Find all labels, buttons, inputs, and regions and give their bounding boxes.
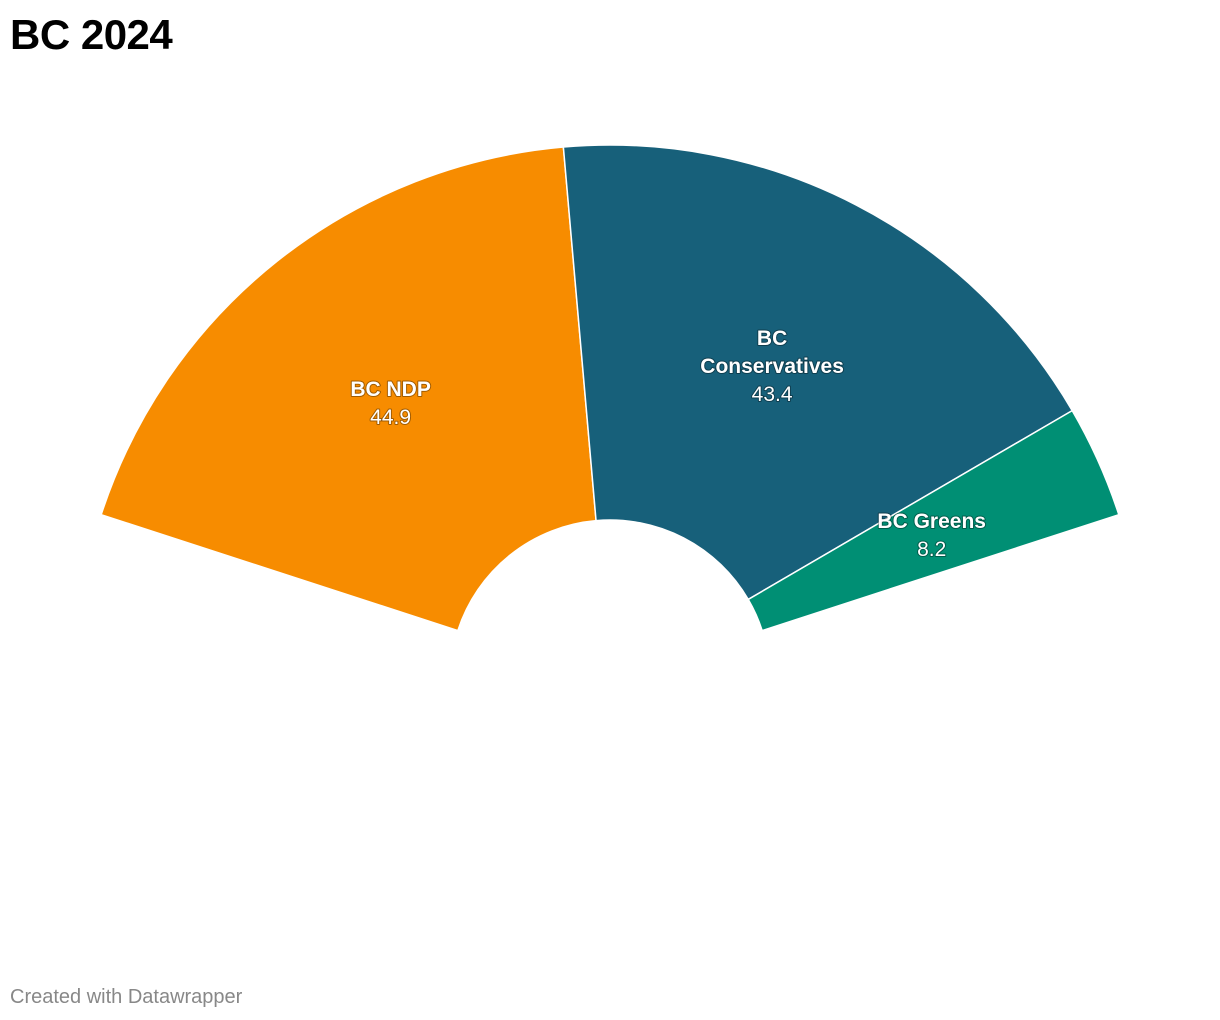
- chart-title: BC 2024: [10, 11, 173, 58]
- slice-1-value-label: 43.4: [752, 383, 793, 406]
- slice-1: [562, 144, 1074, 601]
- chart-labels: BC NDP 44.9 BC Conservatives 43.4 BC Greens 8.…: [349, 326, 987, 562]
- slice-0-name-label: BC NDP: [350, 378, 431, 401]
- slice-2-name-label: BC Greens: [877, 510, 986, 533]
- slice-1-name-label: BC: [757, 327, 787, 350]
- slice-0: [100, 146, 597, 632]
- slice-1-name-label: Conservatives: [700, 355, 844, 378]
- datawrapper-credit: Created with Datawrapper: [10, 986, 243, 1008]
- slice-2: [747, 409, 1120, 632]
- chart-slices: [100, 144, 1120, 632]
- slice-2-value-label: 8.2: [917, 538, 946, 561]
- slice-0-value-label: 44.9: [370, 406, 411, 429]
